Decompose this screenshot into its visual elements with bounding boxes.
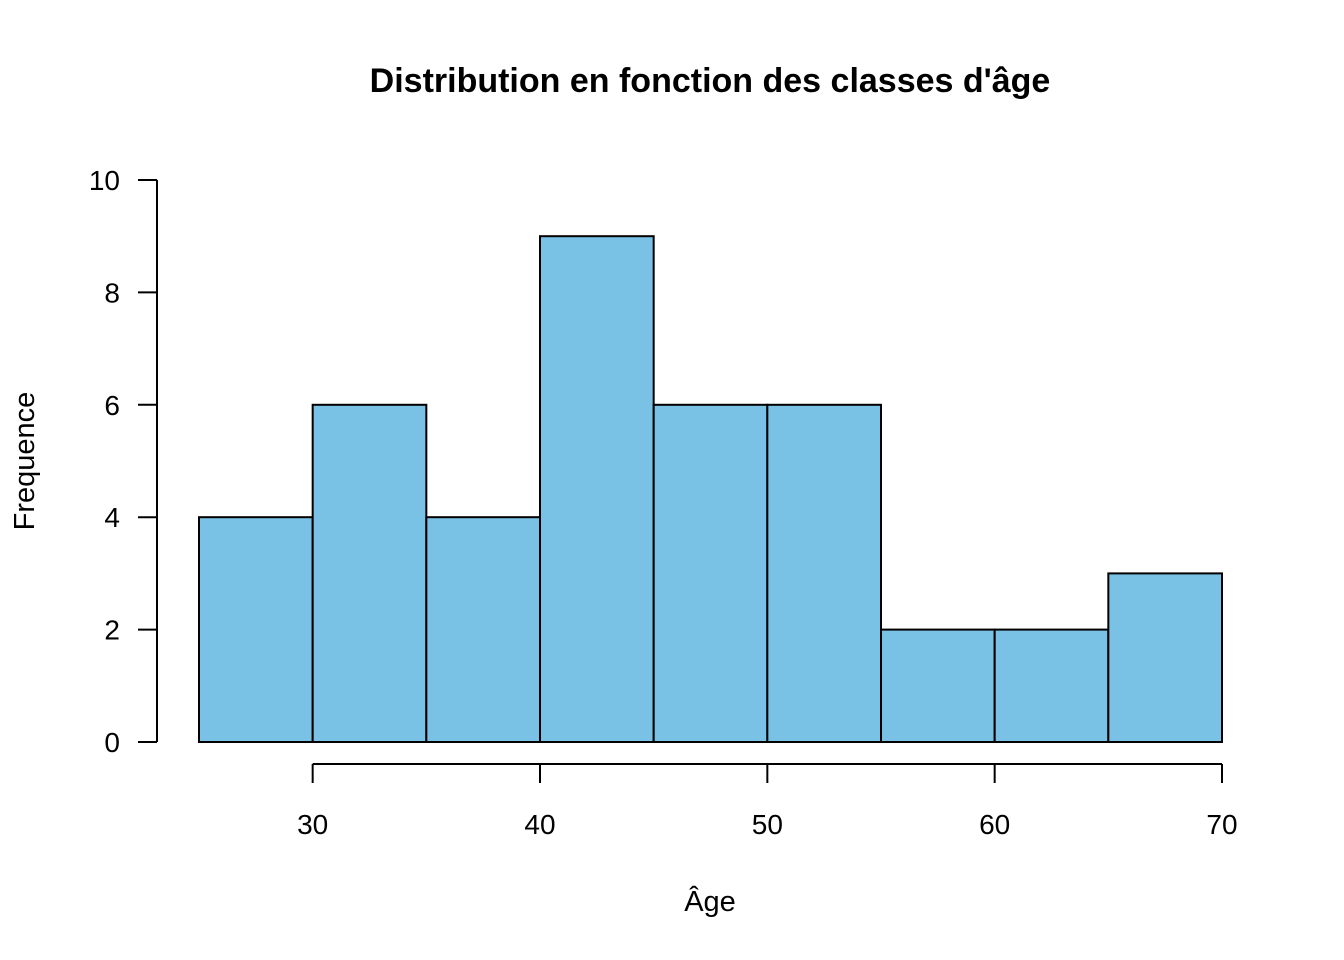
x-tick-label: 70 (1206, 809, 1237, 840)
chart-title: Distribution en fonction des classes d'â… (370, 62, 1051, 100)
histogram-bar (425, 516, 542, 744)
histogram-bar (1107, 572, 1224, 744)
y-axis: 0 2 4 6 8 10 (89, 165, 158, 758)
x-tick-label: 50 (752, 809, 783, 840)
y-tick-label: 6 (104, 390, 120, 421)
y-tick-label: 10 (89, 165, 120, 196)
histogram-bar (539, 235, 655, 743)
x-tick-label: 40 (524, 809, 555, 840)
y-tick-label: 8 (104, 277, 120, 308)
bars-group (198, 235, 1224, 744)
histogram-bar (880, 628, 996, 743)
y-axis-label: Frequence (9, 392, 41, 531)
x-axis-label: Âge (684, 885, 736, 918)
y-tick-label: 0 (104, 727, 120, 758)
y-tick-label: 4 (104, 502, 120, 533)
x-axis: 30 40 50 60 70 (297, 763, 1238, 840)
histogram-bar (652, 403, 769, 743)
x-tick-label: 60 (979, 809, 1010, 840)
histogram-bar (198, 516, 314, 744)
y-tick-label: 2 (104, 615, 120, 646)
histogram-bar (311, 403, 428, 743)
histogram-bar (766, 403, 882, 743)
histogram-bar (993, 628, 1110, 743)
x-tick-label: 30 (297, 809, 328, 840)
